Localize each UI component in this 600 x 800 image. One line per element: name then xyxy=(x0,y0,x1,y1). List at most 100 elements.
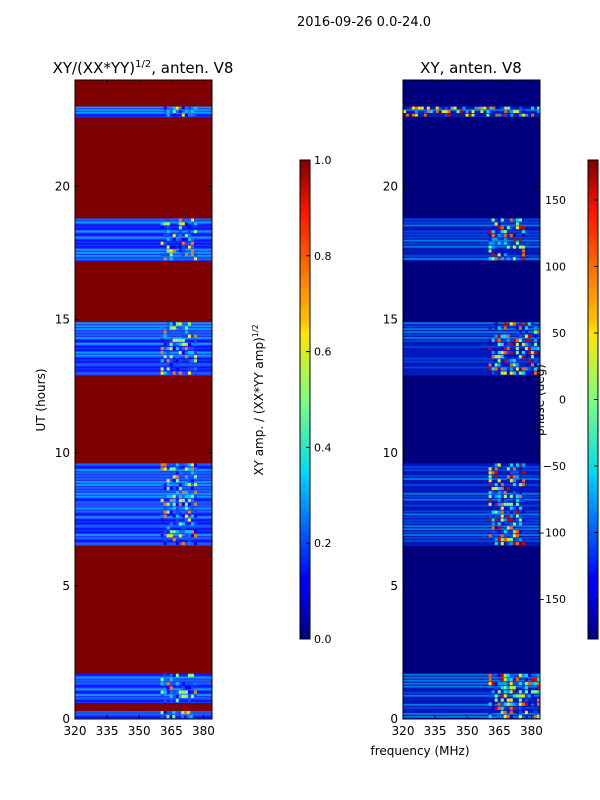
noise-cell xyxy=(163,530,167,534)
noise-cell xyxy=(172,110,176,114)
y-tick-label: 20 xyxy=(383,180,398,194)
noise-cell xyxy=(512,257,516,261)
band-stripe xyxy=(75,218,212,221)
noise-cell xyxy=(187,694,191,699)
noise-cell xyxy=(178,534,182,538)
band-stripe xyxy=(403,682,540,685)
band-stripe xyxy=(75,676,212,679)
noise-cell xyxy=(497,510,501,514)
noise-cell xyxy=(181,113,185,117)
y-tick-label: 5 xyxy=(390,579,398,593)
band-stripe xyxy=(403,360,540,363)
noise-cell xyxy=(186,711,190,715)
noise-cell xyxy=(506,514,510,518)
noise-cell xyxy=(515,330,519,334)
noise-cell xyxy=(190,330,194,334)
band-stripe xyxy=(403,258,540,260)
band-stripe xyxy=(403,334,540,336)
noise-cell xyxy=(488,363,492,367)
noise-cell xyxy=(181,522,185,526)
noise-cell xyxy=(187,534,191,538)
noise-cell xyxy=(172,342,176,347)
noise-cell xyxy=(512,498,516,502)
noise-cell xyxy=(522,113,526,117)
noise-cell xyxy=(497,338,501,342)
band-stripe xyxy=(75,248,212,251)
noise-cell xyxy=(181,542,185,546)
noise-cell xyxy=(181,241,185,245)
noise-cell xyxy=(510,110,514,114)
noise-cell xyxy=(527,702,531,706)
noise-cell xyxy=(169,342,173,347)
band-stripe xyxy=(403,342,540,345)
noise-cell xyxy=(178,342,182,347)
noise-cell xyxy=(527,681,531,686)
band-stripe xyxy=(403,525,540,528)
noise-cell xyxy=(166,690,170,694)
noise-cell xyxy=(515,494,519,498)
noise-cell xyxy=(459,110,463,114)
noise-cell xyxy=(160,367,164,371)
noise-cell xyxy=(494,698,498,702)
band-stripe xyxy=(75,337,212,339)
noise-cell xyxy=(494,518,498,522)
x-tick-label: 335 xyxy=(424,724,447,738)
noise-cell xyxy=(515,502,519,506)
noise-cell xyxy=(500,686,504,690)
noise-cell xyxy=(512,322,516,326)
noise-cell xyxy=(175,367,179,371)
noise-cell xyxy=(521,367,525,371)
noise-cell xyxy=(519,113,523,117)
noise-cell xyxy=(494,486,498,491)
noise-cell xyxy=(172,502,176,506)
colorbar-tick-label: 150 xyxy=(545,194,566,207)
noise-cell xyxy=(190,218,194,222)
noise-cell xyxy=(512,490,516,495)
noise-cell xyxy=(414,106,418,110)
noise-cell xyxy=(491,338,495,342)
noise-cell xyxy=(503,494,507,498)
noise-cell xyxy=(509,363,513,367)
noise-cell xyxy=(491,253,495,257)
noise-cell xyxy=(163,514,167,518)
noise-cell xyxy=(512,530,516,534)
band-stripe xyxy=(75,227,212,230)
band-stripe xyxy=(403,254,540,257)
noise-cell xyxy=(488,694,492,698)
noise-cell xyxy=(494,334,498,338)
noise-cell xyxy=(494,538,498,542)
noise-cell xyxy=(533,702,537,706)
noise-cell xyxy=(500,350,504,355)
colorbar-tick-label: −50 xyxy=(543,460,566,473)
noise-cell xyxy=(491,226,495,230)
noise-cell xyxy=(169,467,173,471)
noise-cell xyxy=(488,681,492,686)
noise-cell xyxy=(521,706,525,710)
noise-cell xyxy=(444,106,448,110)
noise-cell xyxy=(506,338,510,342)
noise-cell xyxy=(435,110,439,114)
noise-cell xyxy=(184,113,188,117)
band-stripe xyxy=(75,369,212,372)
noise-cell xyxy=(184,346,188,351)
noise-cell xyxy=(491,490,495,495)
noise-cell xyxy=(163,110,167,114)
band-stripe xyxy=(75,463,212,466)
noise-cell xyxy=(509,218,513,222)
noise-cell xyxy=(497,498,501,502)
noise-cell xyxy=(181,342,185,347)
noise-cell xyxy=(190,350,194,355)
noise-cell xyxy=(503,350,507,355)
noise-cell xyxy=(497,702,501,706)
noise-cell xyxy=(172,463,176,467)
noise-cell xyxy=(169,530,173,534)
colorbar-tick-label: −100 xyxy=(536,527,566,540)
noise-cell xyxy=(169,498,173,502)
noise-cell xyxy=(193,367,198,371)
noise-cell xyxy=(166,479,170,483)
noise-cell xyxy=(184,330,188,334)
band-stripe xyxy=(403,466,540,469)
left-heatmap-background xyxy=(75,80,212,719)
noise-cell xyxy=(178,326,182,330)
noise-cell xyxy=(518,490,522,495)
